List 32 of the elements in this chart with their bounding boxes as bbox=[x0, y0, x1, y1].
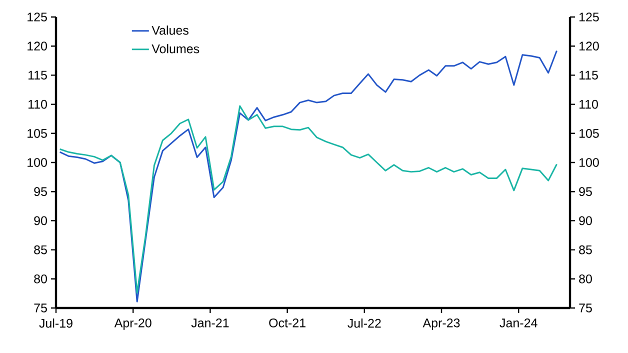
y2-tick-label: 110 bbox=[579, 100, 598, 109]
y2-tick-label: 75 bbox=[579, 304, 592, 312]
y-tick-label: 75 bbox=[34, 304, 47, 312]
legend-label: Volumes bbox=[152, 44, 200, 54]
y-tick-label: 90 bbox=[34, 216, 47, 226]
y-tick-label: 115 bbox=[28, 70, 47, 80]
x-tick-label: Apr-20 bbox=[114, 318, 152, 330]
y-tick-label: 110 bbox=[28, 100, 47, 109]
y2-tick-label: 95 bbox=[579, 187, 592, 196]
x-tick-label: Jan-24 bbox=[500, 318, 538, 328]
y-tick-label: 85 bbox=[34, 245, 47, 254]
legend-label: Values bbox=[152, 26, 188, 35]
y-tick-label: 105 bbox=[28, 128, 47, 138]
x-tick-label: Jan-21 bbox=[191, 318, 229, 328]
x-tick-label: Jul-19 bbox=[39, 318, 72, 328]
line-series bbox=[59, 105, 558, 294]
y-tick-label: 120 bbox=[28, 42, 47, 51]
y2-tick-label: 90 bbox=[579, 216, 592, 226]
y-tick-label: 100 bbox=[28, 158, 47, 167]
y2-tick-label: 80 bbox=[579, 274, 592, 284]
x-tick-label: Jul-22 bbox=[348, 318, 381, 328]
y2-tick-label: 100 bbox=[579, 158, 599, 167]
y-tick-label: 80 bbox=[34, 274, 47, 284]
y2-tick-label: 125 bbox=[579, 12, 599, 22]
x-tick-label: Apr-23 bbox=[422, 318, 460, 330]
y-tick-label: 95 bbox=[34, 187, 47, 196]
x-tick-label: Oct-21 bbox=[269, 318, 306, 328]
y2-tick-label: 120 bbox=[579, 42, 599, 51]
y-tick-label: 125 bbox=[28, 12, 47, 22]
y2-tick-label: 85 bbox=[579, 245, 592, 254]
y2-tick-label: 115 bbox=[579, 70, 598, 80]
y2-tick-label: 105 bbox=[579, 128, 599, 138]
